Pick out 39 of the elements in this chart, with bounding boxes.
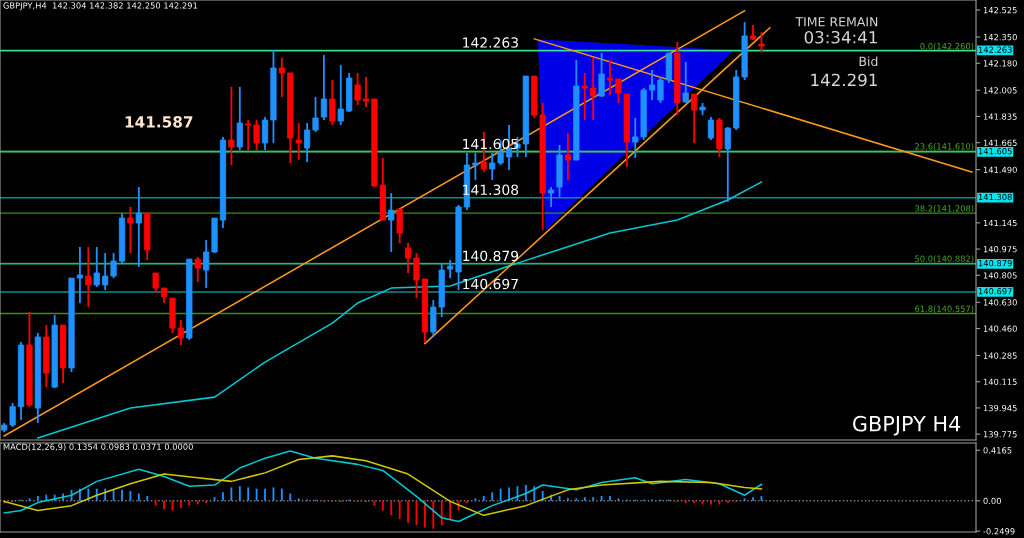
text: 140.697: [978, 288, 1012, 295]
y-tick-label: 140.975: [983, 246, 1017, 253]
text: 141.308: [978, 193, 1012, 201]
annotation: 50.0(140.882): [915, 255, 974, 263]
y-tick-label: -0.2499: [983, 528, 1015, 535]
annotation: 23.6(141.610): [915, 143, 974, 151]
y-tick-label: 142.180: [983, 60, 1017, 67]
annotation: 61.8(140.557): [915, 305, 974, 313]
y-tick-label: 140.805: [983, 272, 1017, 279]
y-tick-label: 140.115: [983, 378, 1017, 385]
text: 140.879: [978, 259, 1012, 267]
y-tick-label: 141.490: [983, 166, 1017, 173]
text: 142.263: [978, 46, 1012, 53]
annotation: Bid: [859, 56, 878, 67]
text: 141.605: [978, 148, 1012, 155]
y-tick-label: 141.835: [983, 113, 1017, 120]
y-tick-label: 142.350: [983, 33, 1017, 41]
text: GBPJPY H4: [853, 415, 961, 436]
annotation: 03:34:41: [804, 30, 877, 44]
y-tick-label: 140.460: [983, 325, 1017, 332]
y-tick-label: 139.775: [983, 431, 1017, 438]
annotation: 38.2(141.208): [915, 205, 974, 213]
ref-line-label: 142.263: [463, 37, 518, 48]
ref-line-label: 140.879: [463, 250, 519, 262]
chart-title: MACD(12,26,9) 0.1354 0.0983 0.0371 0.0000: [3, 443, 193, 451]
annotation: 142.291: [811, 73, 877, 87]
y-tick-label: 0.00: [983, 497, 1001, 505]
annotation: 0.0(142.260): [920, 42, 974, 51]
annotation: 141.587: [125, 116, 193, 128]
y-tick-label: 139.945: [983, 404, 1017, 412]
y-tick-label: 142.525: [983, 7, 1017, 14]
chart-title: GBPJPY,H4 142.304 142.382 142.250 142.291: [3, 2, 198, 11]
y-tick-label: 140.630: [983, 299, 1017, 306]
y-tick-label: 140.285: [983, 352, 1017, 359]
y-tick-label: 142.005: [983, 87, 1017, 94]
y-tick-label: 141.145: [983, 219, 1017, 227]
y-tick-label: 0.4165: [983, 447, 1012, 454]
annotation: TIME REMAIN: [795, 17, 878, 27]
y-tick-label: 141.665: [983, 139, 1017, 146]
